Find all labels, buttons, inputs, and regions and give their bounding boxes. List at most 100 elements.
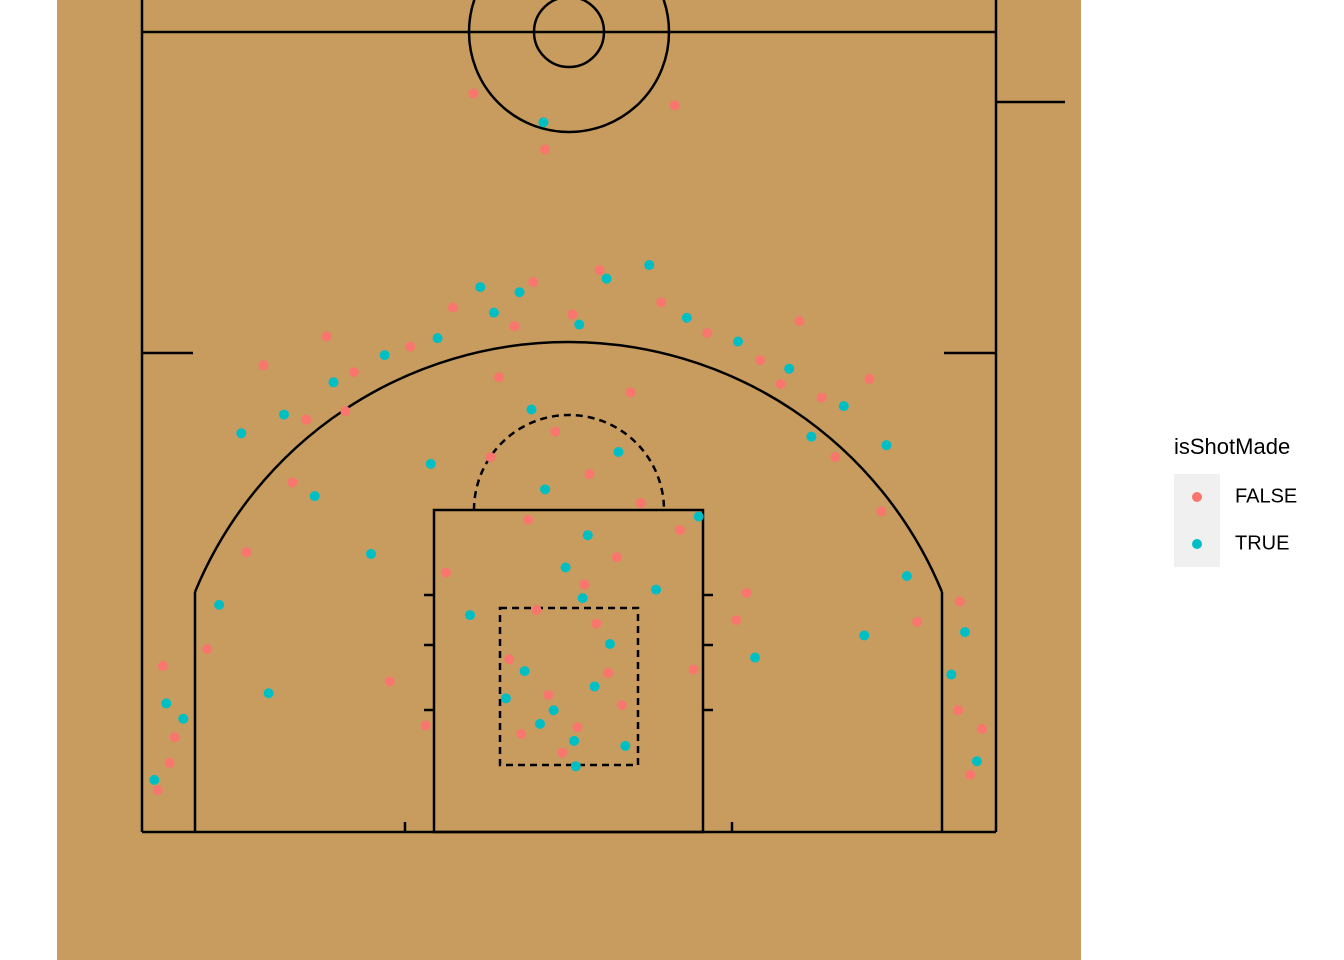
shot-point <box>611 552 622 563</box>
shot-point <box>236 428 247 439</box>
shot-point <box>548 705 559 716</box>
shot-point <box>241 547 252 558</box>
shot-point <box>475 282 486 293</box>
shot-point <box>806 431 817 442</box>
shot-point <box>613 446 624 457</box>
shot-point <box>572 722 583 733</box>
shot-point <box>202 644 213 655</box>
shot-point <box>523 514 534 525</box>
shot-point <box>538 117 549 128</box>
shot-point <box>620 740 631 751</box>
shot-point <box>816 392 827 403</box>
court-panel <box>57 0 1081 960</box>
shot-point <box>157 661 168 672</box>
shot-point <box>328 377 339 388</box>
shot-point <box>954 596 965 607</box>
shot-point <box>912 616 923 627</box>
shot-point <box>604 638 615 649</box>
shot-point <box>214 599 225 610</box>
shot-point <box>534 718 545 729</box>
shot-point <box>688 664 699 675</box>
shot-point <box>309 491 320 502</box>
shot-point <box>384 676 395 687</box>
shot-point <box>946 669 957 680</box>
shot-point <box>570 761 581 772</box>
shot-point <box>488 307 499 318</box>
shot-point <box>616 700 627 711</box>
shot-point <box>278 409 289 420</box>
legend: FALSE TRUE <box>1192 485 1297 554</box>
shot-point <box>859 630 870 641</box>
shot-point <box>516 729 527 740</box>
shot-point <box>348 367 359 378</box>
shot-point <box>540 144 551 155</box>
shot-point <box>681 312 692 323</box>
legend-title: isShotMade <box>1174 434 1290 459</box>
shot-point <box>775 379 786 389</box>
shot-point <box>971 756 982 767</box>
shot-point <box>864 373 875 384</box>
shot-point <box>301 414 312 425</box>
court-lines <box>140 0 1065 834</box>
shot-point <box>258 360 269 371</box>
shot-point <box>560 562 571 573</box>
shot-point <box>702 328 713 339</box>
shot-point <box>178 713 189 724</box>
shot-point <box>732 336 743 347</box>
shot-point <box>366 548 377 559</box>
shot-point <box>465 610 476 621</box>
shot-point <box>340 406 351 417</box>
shot-point <box>674 525 685 536</box>
shot-point <box>965 769 976 780</box>
shot-point <box>569 735 580 746</box>
shot-point <box>591 618 602 629</box>
shot-point <box>567 309 578 320</box>
shot-point <box>169 732 180 743</box>
shot-point <box>420 720 431 731</box>
shot-point <box>693 511 704 522</box>
shot-point <box>669 100 680 111</box>
shot-point <box>263 688 274 699</box>
shot-point <box>589 681 600 692</box>
shot-point <box>149 774 160 785</box>
shot-point <box>784 363 795 374</box>
shot-point <box>794 316 805 327</box>
shot-point <box>584 469 595 480</box>
shot-point <box>543 689 554 700</box>
shot-point <box>379 350 390 361</box>
shot-point <box>540 484 551 495</box>
shot-point <box>731 615 742 626</box>
shot-point <box>321 331 332 342</box>
shot-point <box>504 654 515 665</box>
shot-point <box>838 401 849 412</box>
shot-point <box>601 273 612 284</box>
shot-point <box>625 387 636 398</box>
legend-label: FALSE <box>1235 485 1297 507</box>
shot-point <box>528 277 539 288</box>
legend-key <box>1192 539 1202 549</box>
shot-point <box>161 698 172 709</box>
shot-point <box>519 666 530 677</box>
shot-point <box>500 693 511 704</box>
shot-point <box>509 321 520 332</box>
shot-point <box>603 667 614 678</box>
shot-point <box>579 579 590 590</box>
legend-key <box>1192 492 1202 502</box>
shot-point <box>635 497 646 508</box>
shot-point <box>959 627 970 638</box>
shot-point <box>494 372 505 383</box>
shot-point <box>550 426 561 437</box>
shot-point <box>594 265 605 276</box>
shot-point <box>557 747 568 758</box>
shot-point <box>656 297 667 308</box>
shot-point <box>432 333 443 344</box>
shot-point <box>526 404 537 415</box>
legend-key-bg <box>1174 474 1220 567</box>
shot-point <box>425 458 436 469</box>
shot-point <box>644 260 655 271</box>
shot-point <box>447 302 458 313</box>
shot-point <box>741 587 752 598</box>
points <box>149 88 988 796</box>
shot-point <box>755 355 766 366</box>
